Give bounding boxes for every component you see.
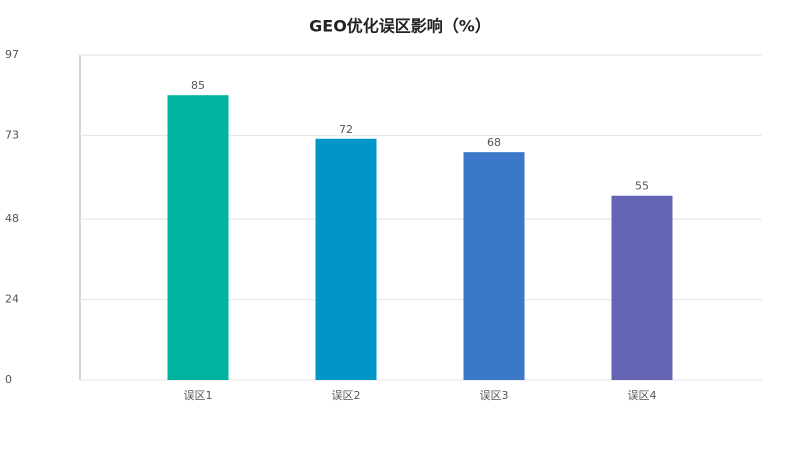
chart-title: GEO优化误区影响（%） bbox=[309, 17, 491, 36]
value-label: 72 bbox=[339, 123, 353, 136]
bar bbox=[167, 95, 229, 381]
bar bbox=[463, 152, 525, 380]
value-label: 85 bbox=[191, 79, 205, 92]
x-tick-label: 误区4 bbox=[628, 389, 657, 402]
x-tick-label: 误区1 bbox=[184, 389, 213, 402]
y-tick-label: 24 bbox=[5, 293, 19, 306]
x-tick-label: 误区2 bbox=[332, 389, 361, 402]
value-label: 68 bbox=[487, 136, 501, 149]
y-tick-label: 48 bbox=[5, 212, 19, 225]
x-tick-label: 误区3 bbox=[480, 389, 509, 402]
bar bbox=[315, 138, 377, 380]
value-label: 55 bbox=[635, 180, 649, 193]
y-tick-label: 73 bbox=[5, 128, 19, 141]
bar bbox=[611, 195, 673, 380]
y-tick-label: 0 bbox=[5, 373, 12, 386]
y-tick-label: 97 bbox=[5, 48, 19, 61]
